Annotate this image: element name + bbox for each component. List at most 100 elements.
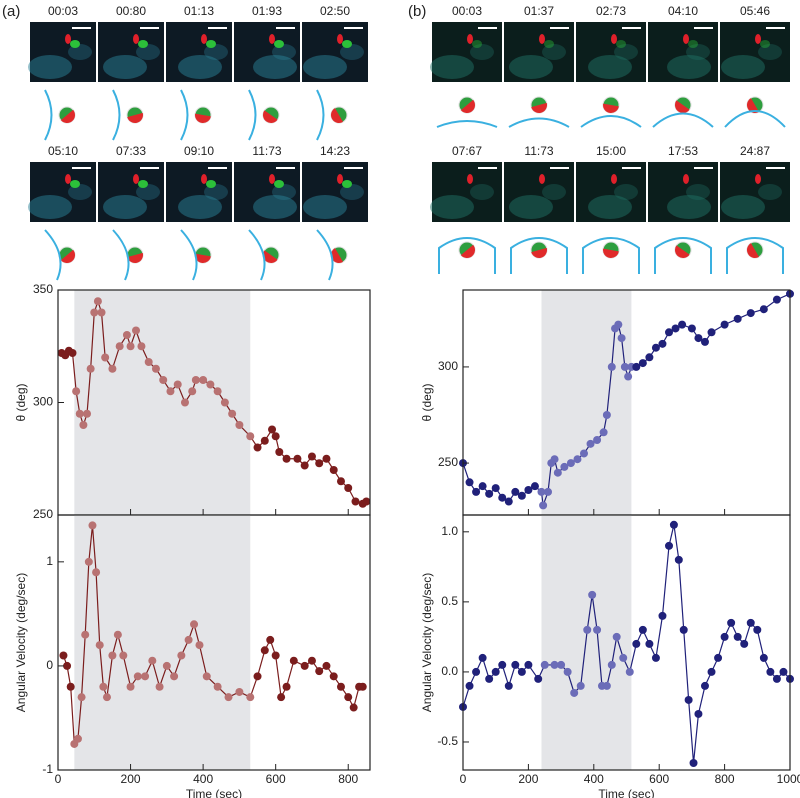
data-point <box>638 625 647 634</box>
data-point <box>759 305 768 314</box>
data-point <box>190 620 199 629</box>
membrane-glow <box>470 44 494 60</box>
data-point <box>268 425 277 434</box>
membrane-glow <box>136 44 160 60</box>
x-tick-label: 600 <box>266 772 286 786</box>
particle-half <box>60 109 75 123</box>
probe-green <box>206 180 216 188</box>
data-point <box>772 295 781 304</box>
membrane-glow <box>509 195 553 219</box>
probe-green <box>544 40 554 48</box>
y-tick-label: 0 <box>46 658 53 672</box>
membrane-glow <box>340 184 364 200</box>
data-point <box>213 387 222 396</box>
data-point <box>115 342 124 351</box>
data-point <box>669 520 678 529</box>
data-point <box>72 387 81 396</box>
x-tick-label: 0 <box>460 772 467 786</box>
data-point <box>465 478 474 487</box>
data-point <box>224 693 233 702</box>
probe-red <box>683 174 689 184</box>
data-point <box>184 635 193 644</box>
frame-time: 11:73 <box>252 144 281 158</box>
data-point <box>315 459 324 468</box>
data-point <box>126 682 135 691</box>
highlight-span <box>74 515 251 770</box>
membrane-glow <box>28 195 72 219</box>
data-point <box>651 653 660 662</box>
membrane-glow <box>178 195 222 219</box>
membrane-glow <box>303 195 347 219</box>
frame-time: 11:73 <box>524 144 553 158</box>
data-point <box>144 358 153 366</box>
data-point <box>260 436 269 445</box>
membrane-curve <box>112 229 130 281</box>
data-point <box>620 362 629 371</box>
data-point <box>524 486 533 494</box>
data-point <box>86 364 95 373</box>
y-axis-label: θ (deg) <box>14 383 28 421</box>
data-point <box>351 497 360 506</box>
membrane-glow <box>340 44 364 60</box>
membrane-curve <box>438 237 496 274</box>
data-point <box>101 353 110 362</box>
frame-time: 00:03 <box>452 4 482 18</box>
particle-half <box>675 245 690 258</box>
probe-green <box>70 40 80 48</box>
data-point <box>180 398 189 407</box>
data-point <box>638 359 647 368</box>
data-point <box>557 660 566 669</box>
data-point <box>550 660 559 669</box>
data-point <box>539 501 548 510</box>
data-point <box>472 667 481 676</box>
frame-time: 00:03 <box>48 4 78 18</box>
data-point <box>772 674 781 683</box>
data-point <box>753 625 762 634</box>
frame-time: 02:50 <box>320 4 350 18</box>
data-point <box>599 428 608 437</box>
data-point <box>544 487 553 496</box>
data-point <box>66 682 75 691</box>
data-point <box>746 618 755 627</box>
y-tick-label: 0.0 <box>441 664 458 678</box>
y-tick-label: 1.0 <box>441 524 458 538</box>
y-tick-label: 0.5 <box>441 594 458 608</box>
probe-red <box>683 34 689 44</box>
data-point <box>671 324 680 333</box>
membrane-glow <box>272 184 296 200</box>
data-point <box>293 454 302 463</box>
probe-red <box>539 174 545 184</box>
membrane-curve <box>248 89 257 141</box>
highlight-span <box>541 515 632 770</box>
x-tick-label: 800 <box>338 772 358 786</box>
particle-half <box>127 112 143 123</box>
data-point <box>336 477 345 486</box>
membrane-curve <box>652 112 714 128</box>
data-point <box>485 489 494 498</box>
data-point <box>235 421 244 429</box>
y-axis-label: Angular Velocity (deg/sec) <box>14 573 28 712</box>
membrane-curve <box>316 89 325 141</box>
data-point <box>694 709 703 718</box>
probe-green <box>472 40 482 48</box>
data-point <box>177 651 186 660</box>
data-point <box>517 491 526 500</box>
data-point <box>511 487 520 496</box>
particle-half <box>603 248 619 258</box>
data-point <box>707 667 716 676</box>
probe-red <box>611 34 617 44</box>
data-point <box>511 660 520 669</box>
membrane-glow <box>686 44 710 60</box>
membrane-glow <box>758 184 782 200</box>
y-tick-label: -0.5 <box>437 734 458 748</box>
data-point <box>733 632 742 641</box>
probe-red <box>201 174 207 184</box>
data-point <box>73 734 82 743</box>
data-point <box>137 342 146 351</box>
data-point <box>162 661 171 670</box>
data-point <box>92 568 101 577</box>
data-point <box>576 681 585 690</box>
y-axis-label: Angular Velocity (deg/sec) <box>420 573 434 712</box>
data-point <box>658 339 667 348</box>
data-point <box>534 674 543 683</box>
